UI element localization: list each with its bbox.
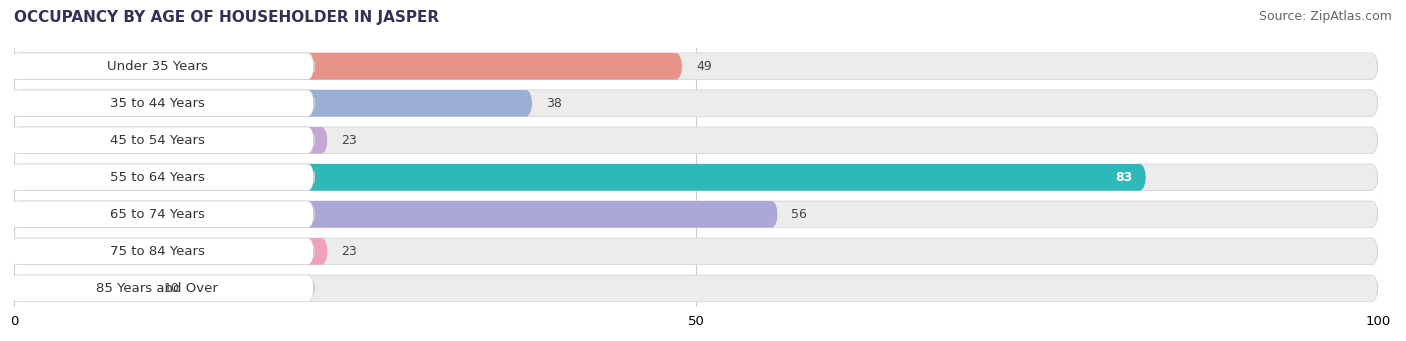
- Text: 65 to 74 Years: 65 to 74 Years: [110, 208, 205, 221]
- FancyBboxPatch shape: [14, 53, 682, 79]
- FancyBboxPatch shape: [14, 164, 1146, 191]
- FancyBboxPatch shape: [10, 275, 314, 302]
- Text: 23: 23: [342, 134, 357, 147]
- Text: 35 to 44 Years: 35 to 44 Years: [110, 97, 205, 110]
- Text: 85 Years and Over: 85 Years and Over: [97, 282, 218, 295]
- Text: Under 35 Years: Under 35 Years: [107, 60, 208, 73]
- FancyBboxPatch shape: [10, 201, 314, 228]
- FancyBboxPatch shape: [14, 201, 1378, 228]
- FancyBboxPatch shape: [14, 275, 1378, 302]
- FancyBboxPatch shape: [10, 127, 314, 154]
- FancyBboxPatch shape: [14, 238, 1378, 265]
- Text: 45 to 54 Years: 45 to 54 Years: [110, 134, 205, 147]
- Text: 56: 56: [792, 208, 807, 221]
- FancyBboxPatch shape: [14, 238, 328, 265]
- FancyBboxPatch shape: [14, 201, 778, 228]
- FancyBboxPatch shape: [14, 127, 328, 154]
- FancyBboxPatch shape: [14, 164, 1378, 191]
- FancyBboxPatch shape: [10, 238, 314, 265]
- Text: Source: ZipAtlas.com: Source: ZipAtlas.com: [1258, 10, 1392, 23]
- Text: OCCUPANCY BY AGE OF HOUSEHOLDER IN JASPER: OCCUPANCY BY AGE OF HOUSEHOLDER IN JASPE…: [14, 10, 439, 25]
- FancyBboxPatch shape: [14, 127, 1378, 154]
- FancyBboxPatch shape: [10, 53, 314, 79]
- FancyBboxPatch shape: [10, 90, 314, 117]
- Text: 10: 10: [165, 282, 180, 295]
- FancyBboxPatch shape: [14, 275, 150, 302]
- Text: 38: 38: [546, 97, 562, 110]
- Text: 83: 83: [1115, 171, 1132, 184]
- Text: 49: 49: [696, 60, 711, 73]
- FancyBboxPatch shape: [14, 90, 1378, 117]
- Text: 23: 23: [342, 245, 357, 258]
- Text: 55 to 64 Years: 55 to 64 Years: [110, 171, 205, 184]
- FancyBboxPatch shape: [10, 164, 314, 191]
- FancyBboxPatch shape: [14, 90, 533, 117]
- Text: 75 to 84 Years: 75 to 84 Years: [110, 245, 205, 258]
- FancyBboxPatch shape: [14, 53, 1378, 79]
